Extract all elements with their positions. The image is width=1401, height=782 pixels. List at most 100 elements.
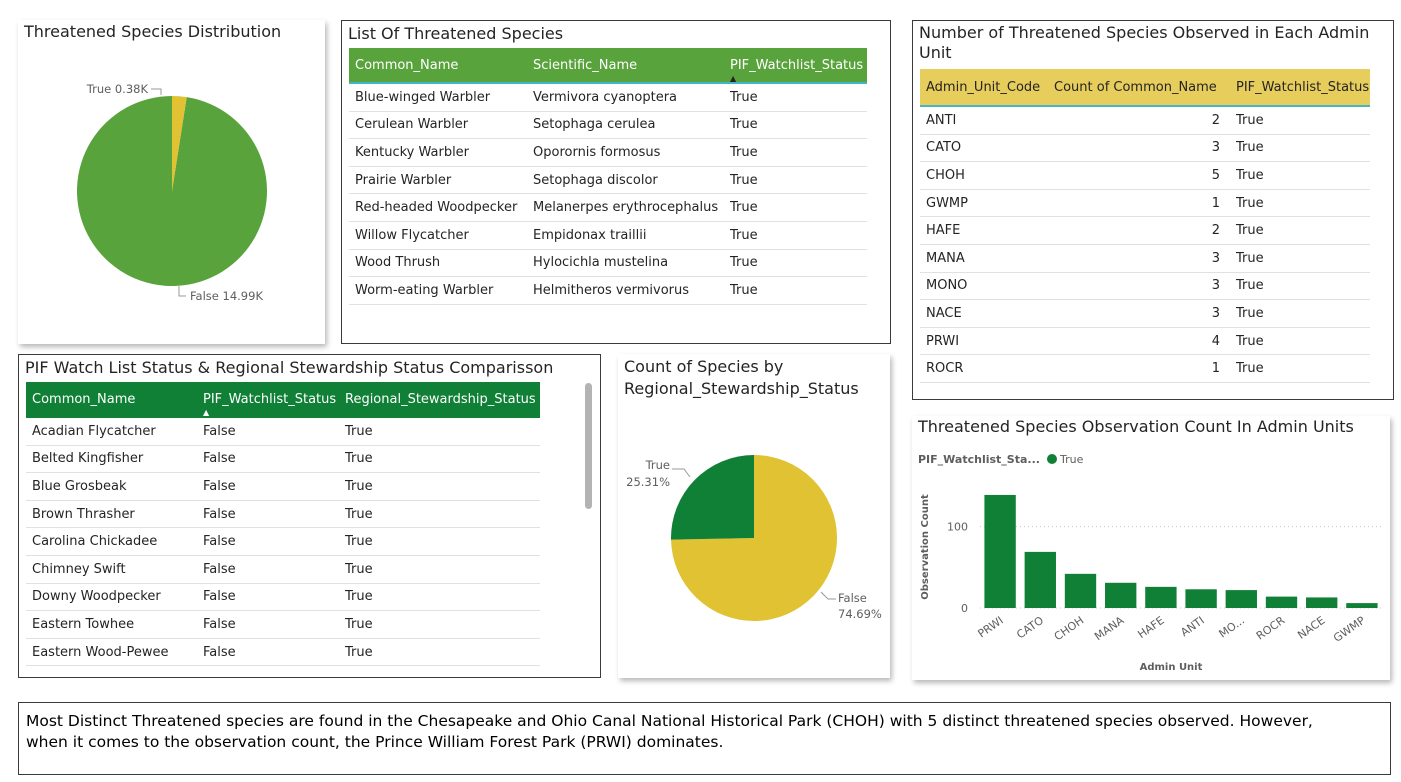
list2-cell: True: [1236, 333, 1264, 349]
admin-unit-species-table-card: Number of Threatened Species Observed in…: [912, 20, 1394, 400]
list1-cell: True: [730, 117, 758, 133]
table-row[interactable]: Eastern Towhee False True: [26, 611, 540, 639]
bar-xtick-label: CATO: [1014, 614, 1046, 642]
pie2-label-false-pct: 74.69%: [838, 607, 882, 621]
pie2-slice-true[interactable]: [671, 455, 754, 540]
bar-hafe[interactable]: [1145, 586, 1177, 608]
list3-sort-arrow-icon[interactable]: ▲: [203, 407, 210, 417]
list3-cell: False: [203, 423, 236, 439]
table-row[interactable]: ROCR 1 True: [920, 355, 1370, 383]
table-row[interactable]: Blue Grosbeak False True: [26, 473, 540, 501]
table-row[interactable]: Prairie Warbler Setophaga discolor True: [349, 167, 867, 195]
table-row[interactable]: Carolina Chickadee False True: [26, 528, 540, 556]
list1-sort-arrow-icon[interactable]: ▲: [730, 73, 737, 83]
threatened-species-table: Common_Name Scientific_Name PIF_Watchlist_…: [349, 48, 867, 305]
bar-chart-admin-units: Threatened Species Observation Count In …: [912, 416, 1390, 680]
pie2-slice-false[interactable]: [671, 455, 837, 621]
list1-cell: Helmitheros vermivorus: [533, 282, 689, 298]
bar-plot-area: 0 100 PRWI CATO CHOH MANA HAFE ANTI MO... ROCR NAC…: [920, 494, 1382, 673]
table-row[interactable]: Red-headed Woodpecker Melanerpes erythroc…: [349, 194, 867, 222]
list1-cell: Cerulean Warbler: [355, 117, 469, 133]
table-row[interactable]: Brown Thrasher False True: [26, 501, 540, 529]
table-row[interactable]: Blue-winged Warbler Vermivora cyanoptera T…: [349, 84, 867, 112]
bar-xaxis-label: Admin Unit: [1140, 662, 1203, 673]
bar-xtick-label: CHOH: [1052, 614, 1086, 644]
list3-header-1[interactable]: PIF_Watchlist_Status ▲: [203, 391, 337, 417]
list1-cell: Vermivora cyanoptera: [533, 89, 678, 105]
pie2-label-false-name: False: [838, 591, 867, 605]
list1-cell: Setophaga cerulea: [533, 117, 656, 133]
pif-regional-comparison-card: PIF Watch List Status & Regional Steward…: [18, 354, 601, 678]
bar-rocr[interactable]: [1265, 596, 1298, 608]
bar-title: Threatened Species Observation Count In …: [918, 417, 1354, 436]
list2-cell: 3: [1211, 140, 1220, 156]
list2-header-0[interactable]: Admin_Unit_Code: [926, 79, 1041, 95]
table-row[interactable]: CATO 3 True: [920, 135, 1370, 163]
pie1-svg: True 0.38K False 14.99K: [76, 82, 267, 303]
bar-gwmp[interactable]: [1346, 603, 1378, 608]
admin-unit-species-table: Admin_Unit_Code Count of Common_Name PIF_W…: [920, 69, 1370, 383]
bar-prwi[interactable]: [984, 494, 1016, 608]
list3-cell: Brown Thrasher: [32, 506, 135, 522]
table-row[interactable]: Acadian Flycatcher False True: [26, 418, 540, 446]
list3-title: PIF Watch List Status & Regional Steward…: [25, 358, 554, 377]
list3-cell: True: [345, 423, 373, 439]
list2-title: Number of Threatened Species Observed in…: [919, 23, 1389, 63]
pie2-leader-true: [672, 468, 691, 478]
bar-nace[interactable]: [1306, 597, 1338, 608]
table-row[interactable]: Chimney Swift False True: [26, 556, 540, 584]
pie-chart-threatened-distribution: Threatened Species Distribution True 0.3…: [18, 20, 325, 344]
list3-cell: Carolina Chickadee: [32, 534, 158, 550]
list3-header-2[interactable]: Regional_Stewardship_Status: [345, 391, 536, 407]
table-row[interactable]: CHOH 5 True: [920, 162, 1370, 190]
pie1-leader-true: [151, 88, 162, 95]
list3-cell: True: [345, 589, 373, 605]
list2-header-2[interactable]: PIF_Watchlist_Status: [1236, 79, 1370, 95]
table-row[interactable]: MANA 3 True: [920, 245, 1370, 273]
list2-cell: True: [1236, 140, 1264, 156]
list2-cell: True: [1236, 305, 1264, 321]
list2-header-1[interactable]: Count of Common_Name: [1054, 79, 1217, 95]
list2-cell: ROCR: [926, 361, 964, 377]
list1-header-0[interactable]: Common_Name: [355, 57, 459, 73]
pie1-slice-true[interactable]: [172, 96, 187, 191]
table-row[interactable]: PRWI 4 True: [920, 328, 1370, 356]
list3-header-row: Common_Name PIF_Watchlist_Status ▲ Regional…: [26, 382, 540, 418]
list3-cell: False: [203, 506, 236, 522]
list2-cell: NACE: [926, 305, 962, 321]
table-row[interactable]: Downy Woodpecker False True: [26, 584, 540, 612]
list3-cell: True: [345, 534, 373, 550]
table-row[interactable]: Wood Thrush Hylocichla mustelina True: [349, 250, 867, 278]
table-row[interactable]: Willow Flycatcher Empidonax traillii True: [349, 222, 867, 250]
table-row[interactable]: Cerulean Warbler Setophaga cerulea True: [349, 112, 867, 140]
bar-mana[interactable]: [1105, 582, 1137, 608]
table-row[interactable]: HAFE 2 True: [920, 217, 1370, 245]
list3-cell: Belted Kingfisher: [32, 451, 144, 467]
table-row[interactable]: Eastern Wood-Pewee False True: [26, 639, 540, 667]
list1-header-row: Common_Name Scientific_Name PIF_Watchlist_…: [349, 48, 867, 84]
table-row[interactable]: MONO 3 True: [920, 273, 1370, 301]
list3-cell: False: [203, 589, 236, 605]
list1-header-1[interactable]: Scientific_Name: [533, 57, 638, 73]
list1-cell: Setophaga discolor: [533, 172, 658, 188]
table-row[interactable]: GWMP 1 True: [920, 190, 1370, 218]
list2-cell: True: [1236, 278, 1264, 294]
list3-scrollbar[interactable]: [585, 383, 592, 509]
list2-cell: True: [1236, 112, 1264, 128]
bar-cato[interactable]: [1024, 551, 1056, 608]
list3-header-0[interactable]: Common_Name: [32, 391, 136, 407]
bar-anti[interactable]: [1185, 589, 1217, 608]
bar-mo[interactable]: [1225, 590, 1257, 608]
table-row[interactable]: Belted Kingfisher False True: [26, 446, 540, 474]
list2-cell: 3: [1211, 278, 1220, 294]
table-row[interactable]: NACE 3 True: [920, 300, 1370, 328]
table-row[interactable]: ANTI 2 True: [920, 107, 1370, 135]
bar-choh[interactable]: [1064, 573, 1097, 608]
pie2-label-true-pct: 25.31%: [626, 475, 670, 489]
list1-cell: Melanerpes erythrocephalus: [533, 200, 719, 216]
pie1-slice-false[interactable]: [76, 95, 267, 286]
list1-header-2[interactable]: PIF_Watchlist_Status ▲: [730, 57, 864, 83]
table-row[interactable]: Worm-eating Warbler Helmitheros vermivoru…: [349, 277, 867, 305]
table-row[interactable]: Kentucky Warbler Oporornis formosus True: [349, 139, 867, 167]
list2-cell: PRWI: [926, 333, 960, 349]
